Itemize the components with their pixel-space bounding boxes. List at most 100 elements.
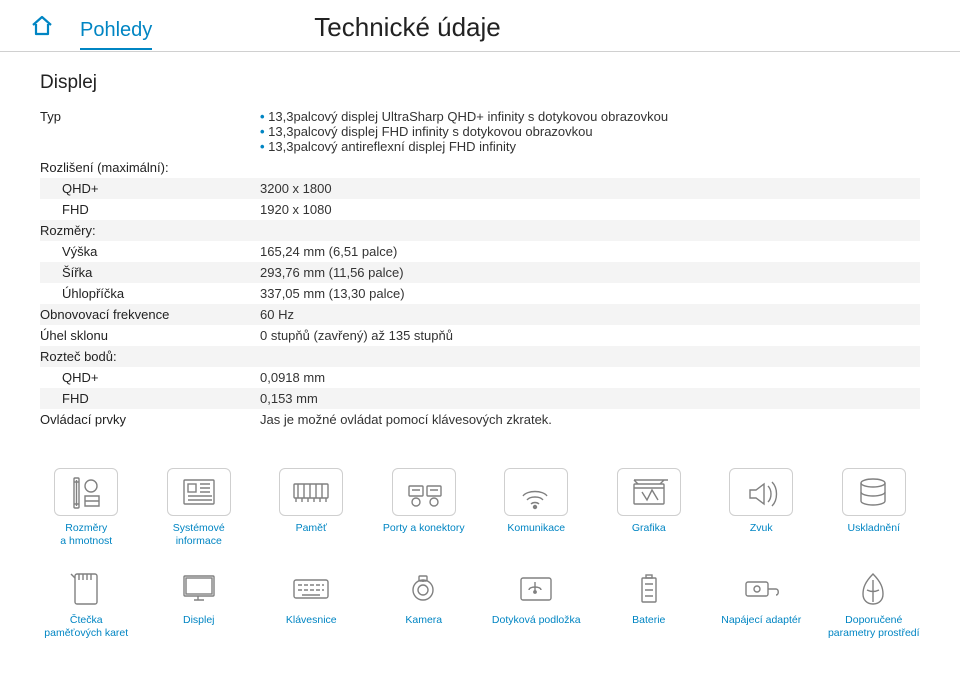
home-icon[interactable] bbox=[30, 14, 54, 42]
nav-item-power[interactable]: Napájecí adaptér bbox=[709, 566, 814, 640]
nav-item-label: Paměť bbox=[259, 522, 364, 535]
spec-value bbox=[260, 157, 920, 178]
storage-icon bbox=[842, 468, 906, 516]
mem-icon bbox=[279, 468, 343, 516]
nav-item-comm[interactable]: Komunikace bbox=[484, 468, 589, 548]
header: Pohledy Technické údaje bbox=[0, 0, 960, 52]
spec-type-bullet: 13,3palcový antireflexní displej FHD inf… bbox=[260, 139, 912, 154]
sysinfo-icon bbox=[167, 468, 231, 516]
spec-label: Rozměry: bbox=[40, 220, 260, 241]
spec-value bbox=[260, 346, 920, 367]
spec-label: QHD+ bbox=[40, 178, 260, 199]
nav-item-mem[interactable]: Paměť bbox=[259, 468, 364, 548]
section-title: Displej bbox=[40, 72, 920, 94]
nav-item-touch[interactable]: Dotyková podložka bbox=[484, 566, 589, 640]
spec-label: Ovládací prvky bbox=[40, 409, 260, 430]
nav-item-battery[interactable]: Baterie bbox=[597, 566, 702, 640]
nav-item-label: Grafika bbox=[597, 522, 702, 535]
touch-icon bbox=[484, 566, 589, 610]
spec-value: 337,05 mm (13,30 palce) bbox=[260, 283, 920, 304]
nav-item-audio[interactable]: Zvuk bbox=[709, 468, 814, 548]
nav-item-ports[interactable]: Porty a konektory bbox=[372, 468, 477, 548]
spec-type-value: 13,3palcový displej UltraSharp QHD+ infi… bbox=[260, 106, 920, 157]
spec-row: Úhel sklonu0 stupňů (zavřený) až 135 stu… bbox=[40, 325, 920, 346]
display-icon bbox=[147, 566, 252, 610]
spec-row: FHD1920 x 1080 bbox=[40, 199, 920, 220]
spec-label: Šířka bbox=[40, 262, 260, 283]
spec-row: Šířka293,76 mm (11,56 palce) bbox=[40, 262, 920, 283]
nav-item-label: Porty a konektory bbox=[372, 522, 477, 535]
spec-row: FHD0,153 mm bbox=[40, 388, 920, 409]
nav-item-env[interactable]: Doporučenéparametry prostředí bbox=[822, 566, 927, 640]
nav-item-storage[interactable]: Uskladnění bbox=[822, 468, 927, 548]
power-icon bbox=[709, 566, 814, 610]
breadcrumb[interactable]: Pohledy bbox=[80, 19, 152, 50]
nav-item-label: Klávesnice bbox=[259, 614, 364, 627]
nav-item-sysinfo[interactable]: Systémovéinformace bbox=[147, 468, 252, 548]
spec-row: Ovládací prvkyJas je možné ovládat pomoc… bbox=[40, 409, 920, 430]
spec-value bbox=[260, 220, 920, 241]
spec-label: QHD+ bbox=[40, 367, 260, 388]
nav-item-label: Systémové bbox=[147, 522, 252, 535]
nav-item-label: Komunikace bbox=[484, 522, 589, 535]
dims-icon bbox=[54, 468, 118, 516]
spec-label: Rozteč bodů: bbox=[40, 346, 260, 367]
nav-item-label: paměťových karet bbox=[34, 627, 139, 640]
spec-type-label: Typ bbox=[40, 106, 260, 157]
spec-value: 0,0918 mm bbox=[260, 367, 920, 388]
nav-item-label: Doporučené bbox=[822, 614, 927, 627]
env-icon bbox=[822, 566, 927, 610]
spec-label: Úhel sklonu bbox=[40, 325, 260, 346]
spec-value: Jas je možné ovládat pomocí klávesových … bbox=[260, 409, 920, 430]
nav-item-label: Baterie bbox=[597, 614, 702, 627]
spec-label: Výška bbox=[40, 241, 260, 262]
nav-item-label: parametry prostředí bbox=[822, 627, 927, 640]
spec-label: Obnovovací frekvence bbox=[40, 304, 260, 325]
kbd-icon bbox=[259, 566, 364, 610]
nav-item-label: Zvuk bbox=[709, 522, 814, 535]
nav-item-camera[interactable]: Kamera bbox=[372, 566, 477, 640]
nav-item-kbd[interactable]: Klávesnice bbox=[259, 566, 364, 640]
spec-type-bullet: 13,3palcový displej UltraSharp QHD+ infi… bbox=[260, 109, 912, 124]
nav-item-label: Dotyková podložka bbox=[484, 614, 589, 627]
nav-item-label: Rozměry bbox=[34, 522, 139, 535]
nav-item-label: a hmotnost bbox=[34, 535, 139, 548]
battery-icon bbox=[597, 566, 702, 610]
spec-value: 60 Hz bbox=[260, 304, 920, 325]
spec-row: Výška165,24 mm (6,51 palce) bbox=[40, 241, 920, 262]
nav-item-label: Displej bbox=[147, 614, 252, 627]
spec-label: FHD bbox=[40, 388, 260, 409]
cardrd-icon bbox=[34, 566, 139, 610]
spec-row: QHD+0,0918 mm bbox=[40, 367, 920, 388]
spec-value: 293,76 mm (11,56 palce) bbox=[260, 262, 920, 283]
spec-row: Obnovovací frekvence60 Hz bbox=[40, 304, 920, 325]
spec-label: Úhlopříčka bbox=[40, 283, 260, 304]
spec-value: 0 stupňů (zavřený) až 135 stupňů bbox=[260, 325, 920, 346]
nav-item-label: Napájecí adaptér bbox=[709, 614, 814, 627]
spec-row: QHD+3200 x 1800 bbox=[40, 178, 920, 199]
comm-icon bbox=[504, 468, 568, 516]
page-title: Technické údaje bbox=[314, 12, 500, 43]
bottom-nav: Rozměrya hmotnostSystémovéinformacePaměť… bbox=[0, 438, 960, 669]
spec-label: Rozlišení (maximální): bbox=[40, 157, 260, 178]
spec-label: FHD bbox=[40, 199, 260, 220]
spec-value: 165,24 mm (6,51 palce) bbox=[260, 241, 920, 262]
nav-item-label: Kamera bbox=[372, 614, 477, 627]
spec-row: Rozlišení (maximální): bbox=[40, 157, 920, 178]
spec-value: 0,153 mm bbox=[260, 388, 920, 409]
nav-item-dims[interactable]: Rozměrya hmotnost bbox=[34, 468, 139, 548]
specs-section: Displej Typ 13,3palcový displej UltraSha… bbox=[0, 52, 960, 438]
spec-row: Rozměry: bbox=[40, 220, 920, 241]
audio-icon bbox=[729, 468, 793, 516]
camera-icon bbox=[372, 566, 477, 610]
nav-item-label: informace bbox=[147, 535, 252, 548]
nav-item-display[interactable]: Displej bbox=[147, 566, 252, 640]
nav-item-label: Čtečka bbox=[34, 614, 139, 627]
spec-row: Rozteč bodů: bbox=[40, 346, 920, 367]
spec-value: 1920 x 1080 bbox=[260, 199, 920, 220]
ports-icon bbox=[392, 468, 456, 516]
gfx-icon bbox=[617, 468, 681, 516]
nav-item-gfx[interactable]: Grafika bbox=[597, 468, 702, 548]
nav-item-cardrd[interactable]: Čtečkapaměťových karet bbox=[34, 566, 139, 640]
nav-item-label: Uskladnění bbox=[822, 522, 927, 535]
